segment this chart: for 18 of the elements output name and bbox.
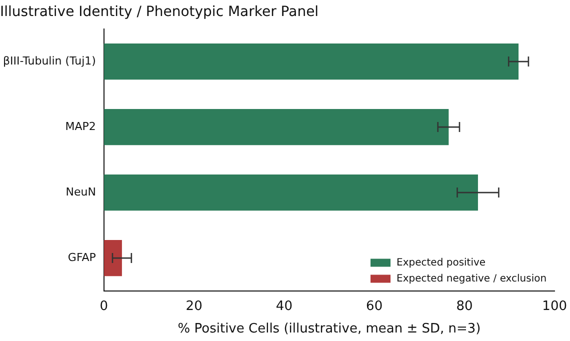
bar	[104, 44, 519, 80]
x-tick-label: 60	[366, 298, 383, 314]
bar	[104, 240, 122, 276]
bar	[104, 174, 478, 211]
legend-label: Expected negative / exclusion	[396, 273, 547, 284]
y-tick-label: GFAP	[68, 250, 96, 264]
y-tick-label: βIII-Tubulin (Tuj1)	[2, 54, 96, 68]
chart-title: Illustrative Identity / Phenotypic Marker Panel	[0, 4, 319, 20]
x-axis-title: % Positive Cells (illustrative, mean ± SD, n=3)	[178, 322, 481, 337]
x-tick-label: 80	[456, 298, 473, 314]
x-tick-label: 20	[186, 298, 202, 314]
legend-label: Expected positive	[396, 257, 486, 268]
x-tick-label: 40	[276, 298, 292, 314]
y-tick-label: NeuN	[66, 185, 96, 198]
x-tick-label: 0	[100, 298, 108, 314]
y-tick-label: MAP2	[65, 120, 96, 133]
bar	[104, 109, 449, 146]
x-tick-label: 100	[542, 298, 568, 314]
